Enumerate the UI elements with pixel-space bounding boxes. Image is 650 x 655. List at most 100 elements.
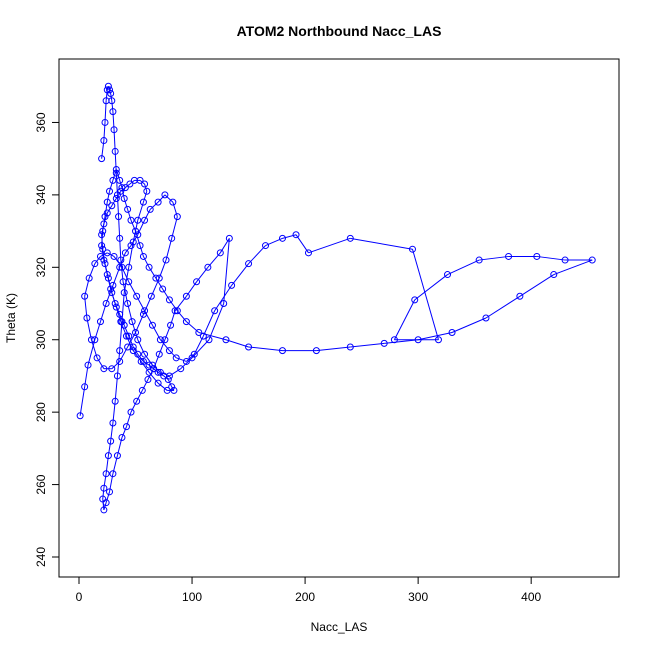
data-point (107, 437, 115, 445)
data-point (108, 365, 116, 373)
series-line-segment (136, 390, 143, 402)
data-point (104, 452, 112, 460)
data-point (165, 347, 173, 355)
data-point (112, 166, 120, 174)
data-point (101, 213, 109, 221)
data-point (132, 227, 140, 235)
series-line-segment (350, 342, 385, 348)
series-line-segment (140, 361, 150, 373)
data-point (101, 118, 109, 126)
data-point (164, 376, 172, 384)
series-line-segment (308, 237, 351, 254)
data-point (87, 336, 95, 344)
data-point (136, 176, 144, 184)
data-point (98, 155, 106, 163)
data-point (278, 347, 286, 355)
series-line-segment (103, 502, 107, 511)
data-point (127, 408, 135, 416)
series-line-segment (111, 198, 117, 207)
data-point (167, 321, 175, 329)
series-line-segment (120, 260, 124, 282)
data-point (109, 176, 117, 184)
data-point (346, 234, 354, 242)
data-point (98, 242, 106, 250)
series-line-segment (101, 223, 105, 235)
data-point (118, 434, 126, 441)
data-point (211, 307, 219, 315)
data-point (116, 310, 124, 318)
data-point (168, 234, 176, 242)
series-line-segment (176, 310, 187, 322)
series-line-segment (111, 292, 117, 308)
data-point (100, 256, 108, 264)
series-line-segment (225, 339, 249, 348)
data-point (127, 242, 135, 250)
data-point (155, 350, 163, 358)
series-line-segment (479, 255, 509, 261)
data-point (172, 354, 180, 362)
series-line-segment (171, 216, 178, 239)
data-point (136, 242, 144, 250)
data-point (148, 361, 156, 369)
series-line-segment (84, 296, 88, 319)
data-point (119, 278, 127, 286)
series-line-segment (142, 191, 148, 203)
data-point (139, 198, 147, 206)
data-point (110, 252, 118, 260)
data-point (165, 372, 173, 380)
data-point (112, 169, 120, 177)
series-line-segment (132, 350, 142, 362)
series-line-segment (132, 220, 139, 243)
data-point (100, 365, 108, 373)
series-line-segment (121, 426, 127, 438)
series-line-segment (519, 274, 555, 297)
series-line-segment (451, 317, 487, 333)
series-line-segment (96, 357, 105, 369)
data-point (182, 318, 190, 326)
data-point (110, 126, 118, 134)
data-point (96, 318, 104, 326)
data-point (100, 484, 108, 492)
data-point (155, 274, 163, 282)
series-line-segment (115, 190, 122, 199)
x-axis: 0 100 200 300 400 (76, 576, 542, 604)
data-point (103, 249, 111, 257)
data-point (380, 339, 388, 347)
series-line-segment (132, 346, 139, 355)
data-point (533, 252, 541, 260)
data-point (104, 274, 112, 282)
data-point (163, 386, 171, 394)
data-point (116, 263, 124, 271)
data-point (171, 307, 179, 315)
data-point (414, 336, 422, 344)
data-point (139, 357, 147, 365)
data-point (124, 300, 132, 308)
series-line-segment (141, 379, 149, 391)
data-point (103, 209, 111, 217)
data-point (125, 332, 133, 340)
series-line-segment (198, 332, 227, 341)
series-line-segment (202, 310, 216, 337)
series-line-segment (127, 209, 132, 221)
data-point (129, 238, 137, 246)
data-point (109, 419, 117, 427)
data-point (550, 271, 558, 279)
data-point (139, 252, 147, 260)
data-point (133, 397, 141, 405)
data-point (125, 263, 133, 271)
y-axis: 240 260 280 300 320 340 360 (34, 112, 60, 567)
series-line-segment (84, 364, 89, 387)
series-line-segment (248, 245, 266, 265)
series-line-segment (104, 202, 108, 217)
data-point (448, 328, 456, 336)
series-line-segment (248, 346, 283, 352)
x-tick-label: 400 (521, 590, 541, 604)
y-tick-label: 320 (34, 257, 48, 277)
series-line-segment (144, 209, 151, 221)
data-point (99, 227, 107, 235)
data-point (116, 234, 124, 242)
series-line-segment (160, 371, 170, 377)
series-line-segment (106, 205, 113, 214)
series-line-segment (104, 263, 109, 279)
data-point (109, 470, 117, 478)
